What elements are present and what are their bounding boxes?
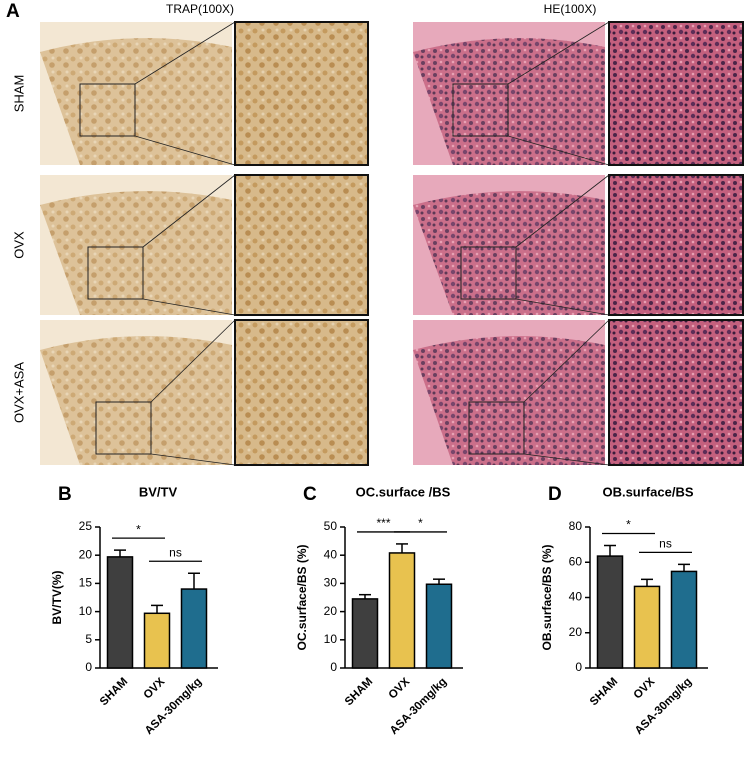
bar [425,583,453,669]
zoom-line [507,135,610,166]
bar [106,556,134,669]
zoom-image [608,174,744,316]
y-tick-label: 40 [569,590,583,604]
tissue [413,38,605,165]
x-tick-label: OVX [142,676,168,702]
panel-label: C [303,484,317,505]
tissue [40,38,232,165]
y-tick-label: 40 [324,547,338,561]
zoom-line [515,174,610,248]
significance-label: ns [169,545,182,559]
y-tick-label: 15 [79,576,93,590]
y-tick-label: 0 [575,660,582,674]
roi-box [468,401,525,455]
zoom-line [142,174,236,248]
panel-label: A [6,1,20,22]
zoom-line [515,298,610,316]
tissue [40,336,232,465]
roi-box [87,246,144,300]
bar [633,585,661,669]
y-axis-label: OC.surface/BS (%) [295,544,309,650]
roi-box [79,83,136,137]
y-tick-label: 5 [85,632,92,646]
y-axis-label: OB.surface/BS (%) [540,544,554,650]
row-label: OVX+ASA [11,362,26,423]
roi-box [460,246,517,300]
x-tick-label: OVX [387,676,413,702]
significance-label: * [136,522,141,536]
row-label: OVX [11,231,26,259]
x-tick-label: SHAM [98,676,130,708]
zoom-line [507,21,610,85]
zoom-line [134,21,236,85]
column-header: TRAP(100X) [166,2,234,16]
panel-label: D [548,484,562,505]
y-tick-label: 10 [324,632,338,646]
roi-box [452,83,509,137]
zoom-image [608,319,744,466]
bar [596,555,624,669]
chart-title: BV/TV [139,484,178,499]
y-tick-label: 30 [324,576,338,590]
bar [180,588,208,669]
y-tick-label: 10 [79,604,93,618]
y-tick-label: 50 [324,519,338,533]
y-tick-label: 20 [569,625,583,639]
micrographs: SHAM OVX OVX+ASA [11,21,744,466]
zoom-line [150,319,236,403]
tissue [413,336,605,465]
zoom-image [608,21,744,166]
zoom-line [523,319,610,403]
x-tick-label: SHAM [588,676,620,708]
zoom-image [234,319,369,466]
x-tick-label: OVX [632,676,658,702]
significance-label: ns [659,537,672,551]
bar [143,612,171,669]
zoom-line [134,135,236,166]
y-tick-label: 80 [569,519,583,533]
roi-box [95,401,152,455]
y-tick-label: 0 [330,660,337,674]
bar [351,598,379,669]
y-axis-label: BV/TV(%) [50,570,64,624]
zoom-line [150,453,236,466]
zoom-line [142,298,236,316]
y-tick-label: 60 [569,554,583,568]
y-tick-label: 25 [79,519,93,533]
y-tick-label: 20 [324,604,338,618]
significance-label: *** [376,516,390,530]
bar [670,570,698,669]
x-tick-label: SHAM [343,676,375,708]
row-label: SHAM [11,75,26,113]
significance-label: * [418,516,423,530]
zoom-image [234,21,369,166]
significance-label: * [626,518,631,532]
y-tick-label: 20 [79,547,93,561]
zoom-image [234,174,369,316]
panel-label: B [58,484,72,505]
zoom-line [523,453,610,466]
chart-title: OB.surface/BS [602,484,693,499]
column-header: HE(100X) [544,2,597,16]
bar [388,552,416,669]
y-tick-label: 0 [85,660,92,674]
chart-title: OC.surface /BS [356,484,451,499]
